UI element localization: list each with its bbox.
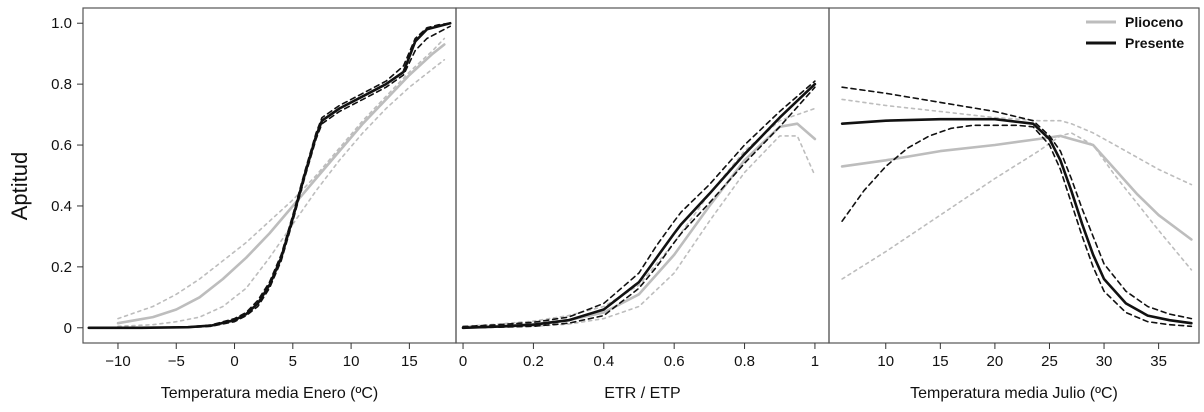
x-tick-label: 0	[230, 353, 238, 370]
x-tick-label: 10	[343, 353, 360, 370]
x-tick-label: −10	[105, 353, 130, 370]
x-tick-label: −5	[168, 353, 185, 370]
x-tick-label: 5	[289, 353, 297, 370]
series-line	[840, 134, 1193, 241]
y-tick-label: 0	[64, 320, 72, 337]
series-line	[461, 122, 817, 330]
panel-frame	[455, 7, 830, 344]
panel-1: −10 −5 0 5 10 15 0 0.2 0.4 0.6 0.8 1.0 Temperatura m…	[51, 7, 457, 402]
x-tick-label: 0.8	[734, 353, 755, 370]
x-tick-label: 0.4	[593, 353, 614, 370]
x-tick-label: 15	[932, 353, 949, 370]
series-line	[462, 86, 816, 329]
y-tick-label: 0.4	[51, 198, 72, 215]
x-axis-title: ETR / ETP	[604, 385, 680, 402]
series-line	[116, 43, 446, 325]
series-line	[841, 98, 1193, 186]
panel-2: 0 0.2 0.4 0.6 0.8 1 ETR / ETP	[455, 7, 830, 402]
series-line	[841, 86, 1193, 320]
series-line	[840, 117, 1193, 325]
series-line	[462, 80, 816, 328]
y-axis-title: Aptitud	[7, 152, 32, 221]
x-tick-label: 0.6	[664, 353, 685, 370]
series-line	[841, 124, 1193, 328]
panel-frame	[82, 7, 457, 344]
y-tick-label: 0.2	[51, 259, 72, 276]
y-tick-label: 0.6	[51, 137, 72, 154]
series-line	[462, 135, 816, 329]
x-tick-label: 35	[1150, 353, 1167, 370]
x-tick-label: 1	[811, 353, 819, 370]
series-line	[462, 107, 816, 328]
x-tick-label: 0.2	[523, 353, 544, 370]
series-line	[117, 37, 446, 320]
x-axis-title: Temperatura media Julio (ºC)	[910, 385, 1118, 402]
x-axis-title: Temperatura media Enero (ºC)	[161, 385, 378, 402]
x-tick-label: 30	[1096, 353, 1113, 370]
panel-3: 10 15 20 25 30 35 Temperatura media Julio (ºC)	[828, 7, 1200, 402]
series-line	[117, 58, 446, 328]
y-tick-label: 1.0	[51, 15, 72, 32]
series-line	[88, 25, 452, 329]
legend-label-plioceno: Plioceno	[1125, 14, 1183, 30]
legend-label-presente: Presente	[1125, 35, 1184, 51]
x-tick-label: 25	[1041, 353, 1058, 370]
series-line	[841, 132, 1193, 280]
x-tick-label: 15	[401, 353, 418, 370]
x-tick-label: 10	[877, 353, 894, 370]
legend: Plioceno Presente	[1086, 14, 1184, 51]
series-line	[88, 22, 452, 329]
x-tick-label: 0	[459, 353, 467, 370]
series-line	[461, 82, 817, 330]
y-tick-label: 0.8	[51, 76, 72, 93]
panel-frame	[828, 7, 1200, 344]
x-tick-label: 20	[987, 353, 1004, 370]
